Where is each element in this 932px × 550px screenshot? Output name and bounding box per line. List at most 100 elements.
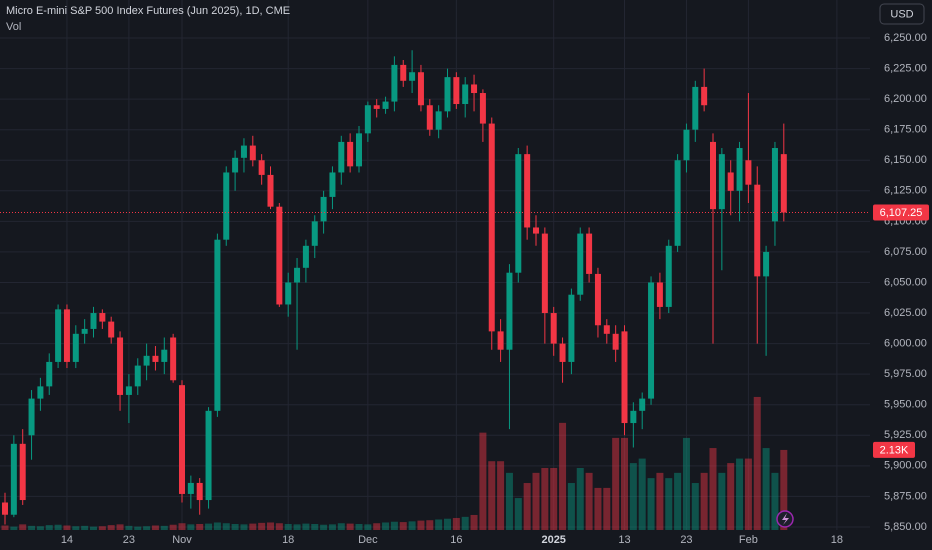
volume-bar — [629, 463, 637, 530]
volume-bar — [346, 523, 354, 530]
volume-bar — [674, 472, 682, 530]
candle-body — [683, 129, 690, 161]
candle-body — [117, 337, 124, 395]
last-volume-box — [873, 441, 915, 458]
volume-bar — [461, 516, 469, 530]
volume-bar — [293, 524, 301, 530]
volume-bar — [736, 458, 744, 530]
volume-bar — [275, 523, 283, 530]
volume-bar — [10, 526, 18, 530]
candle-body — [763, 251, 770, 277]
volume-bar — [382, 522, 390, 530]
volume-bar — [328, 524, 336, 530]
currency-button[interactable] — [879, 3, 925, 25]
volume-bar — [470, 514, 478, 530]
candle-body — [240, 145, 247, 158]
y-tick-label: 5,925.00 — [884, 429, 927, 441]
volume-bar — [762, 448, 770, 530]
volume-bar — [452, 517, 460, 530]
candle-body — [28, 398, 35, 436]
indicator-label: Vol — [6, 21, 21, 33]
candle-body — [568, 294, 575, 362]
candle-body — [754, 184, 761, 277]
candle-body — [780, 154, 787, 213]
candle-body — [648, 282, 655, 399]
currency-label[interactable]: USD — [890, 8, 913, 20]
volume-bar — [399, 522, 407, 530]
candle-body — [108, 321, 115, 338]
volume-bar — [72, 526, 80, 530]
candle-body — [99, 313, 106, 322]
chart-title: Micro E-mini S&P 500 Index Futures (Jun … — [6, 5, 290, 17]
candle-body — [577, 233, 584, 295]
candle-body — [453, 77, 460, 105]
candle-body — [400, 64, 407, 81]
volume-bar — [665, 478, 673, 530]
x-tick-label: 2025 — [541, 534, 565, 546]
volume-bar — [550, 467, 558, 530]
candle-body — [550, 313, 557, 344]
volume-bar — [160, 525, 168, 530]
candle-body — [179, 385, 185, 494]
volume-bar — [612, 437, 620, 530]
candle-body — [205, 410, 212, 501]
candle-body — [479, 93, 486, 124]
candle-body — [63, 309, 70, 362]
volume-bar — [116, 524, 124, 530]
volume-bar — [249, 523, 257, 530]
candle-body — [276, 206, 283, 305]
candle-body — [72, 333, 79, 362]
volume-bar — [621, 437, 628, 530]
candle-body — [533, 227, 539, 234]
candle-body — [187, 482, 194, 494]
volume-bar — [320, 524, 328, 530]
volume-bar — [603, 487, 611, 530]
candle-body — [2, 502, 8, 515]
volume-bar — [594, 487, 602, 530]
volume-bar — [541, 467, 549, 530]
x-tick-label: 18 — [282, 534, 294, 546]
volume-bar — [355, 523, 363, 530]
candle-body — [311, 221, 318, 246]
price-axis: 5,850.00 5,875.00 5,900.00 5,925.00 5,950.00… — [0, 32, 929, 533]
volume-bar — [107, 525, 115, 530]
volume-bar — [426, 520, 434, 530]
volume-bar — [90, 526, 97, 530]
volume-bar — [81, 525, 89, 530]
candle-body — [90, 313, 97, 329]
candle-body — [710, 141, 716, 210]
replay-icon[interactable] — [776, 510, 794, 528]
volume-bar — [364, 524, 372, 530]
candle-body — [294, 267, 301, 283]
y-tick-label: 6,000.00 — [884, 338, 927, 350]
volume-bar — [479, 432, 487, 530]
volume-bar — [240, 524, 248, 530]
x-tick-label: 14 — [61, 534, 73, 546]
volume-bar — [213, 522, 221, 530]
candle-body — [320, 196, 327, 222]
x-tick-label: 23 — [123, 534, 135, 546]
y-tick-label: 6,200.00 — [884, 93, 927, 105]
volume-bar — [222, 523, 230, 530]
candle-body — [417, 72, 424, 106]
volume-bar — [151, 525, 159, 530]
grid — [0, 0, 870, 530]
x-tick-label: 23 — [680, 534, 692, 546]
y-tick-label: 5,950.00 — [884, 399, 927, 411]
candle-body — [559, 343, 566, 362]
y-tick-label: 5,875.00 — [884, 490, 927, 502]
candle-body — [426, 105, 433, 130]
replay-icon-bolt[interactable] — [782, 513, 789, 525]
y-tick-label: 6,075.00 — [884, 246, 927, 258]
candle-body — [745, 160, 752, 185]
candle-body — [134, 365, 141, 387]
y-tick-label: 6,175.00 — [884, 124, 927, 136]
volume-bar — [435, 519, 443, 530]
x-tick-label: 18 — [831, 534, 843, 546]
x-tick-label: Nov — [172, 534, 192, 546]
y-tick-label: 6,150.00 — [884, 154, 927, 166]
volume-bar — [390, 521, 398, 530]
candle-body — [302, 245, 309, 268]
y-tick-label: 6,250.00 — [884, 32, 927, 44]
